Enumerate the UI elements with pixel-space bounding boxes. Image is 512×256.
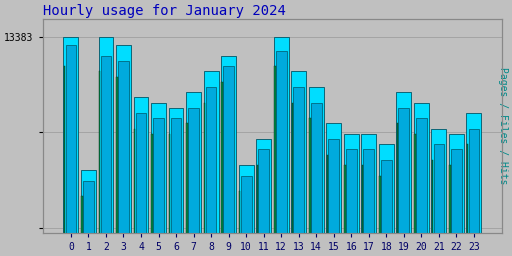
Bar <box>416 118 426 256</box>
Bar <box>63 37 78 256</box>
Bar <box>204 103 205 256</box>
Bar <box>467 144 468 256</box>
Bar <box>99 71 100 256</box>
Bar <box>432 160 433 256</box>
Bar <box>361 134 376 256</box>
Bar <box>169 134 170 256</box>
Bar <box>434 144 444 256</box>
Bar <box>274 66 275 256</box>
Bar <box>66 45 76 256</box>
Bar <box>449 165 451 256</box>
Bar <box>379 176 380 256</box>
Bar <box>170 118 181 256</box>
Bar <box>188 108 199 256</box>
Bar <box>309 87 324 256</box>
Bar <box>118 61 129 256</box>
Bar <box>414 134 416 256</box>
Bar <box>468 129 479 256</box>
Bar <box>81 170 96 256</box>
Bar <box>136 113 146 256</box>
Bar <box>326 123 341 256</box>
Bar <box>466 113 481 256</box>
Bar <box>328 139 339 256</box>
Bar <box>98 37 113 256</box>
Bar <box>449 134 464 256</box>
Bar <box>134 129 135 256</box>
Bar <box>206 87 217 256</box>
Bar <box>100 56 111 256</box>
Bar <box>239 191 241 256</box>
Y-axis label: Pages / Files / Hits: Pages / Files / Hits <box>498 67 508 185</box>
Bar <box>397 123 398 256</box>
Bar <box>134 98 148 256</box>
Bar <box>116 77 118 256</box>
Bar <box>274 37 289 256</box>
Bar <box>256 139 271 256</box>
Bar <box>291 71 306 256</box>
Bar <box>186 92 201 256</box>
Bar <box>432 129 446 256</box>
Bar <box>361 165 363 256</box>
Bar <box>344 165 346 256</box>
Text: Hourly usage for January 2024: Hourly usage for January 2024 <box>42 4 286 18</box>
Bar <box>151 103 166 256</box>
Bar <box>344 134 359 256</box>
Bar <box>204 71 219 256</box>
Bar <box>451 150 462 256</box>
Bar <box>346 150 357 256</box>
Bar <box>152 134 153 256</box>
Bar <box>168 108 183 256</box>
Bar <box>153 118 164 256</box>
Bar <box>381 160 392 256</box>
Bar <box>221 56 236 256</box>
Bar <box>396 92 411 256</box>
Bar <box>241 176 251 256</box>
Bar <box>364 150 374 256</box>
Bar <box>239 165 253 256</box>
Bar <box>64 66 65 256</box>
Bar <box>379 144 394 256</box>
Bar <box>276 51 287 256</box>
Bar <box>116 45 131 256</box>
Bar <box>258 150 269 256</box>
Bar <box>257 165 258 256</box>
Bar <box>293 87 304 256</box>
Bar <box>186 123 188 256</box>
Bar <box>291 103 293 256</box>
Bar <box>327 155 328 256</box>
Bar <box>81 196 83 256</box>
Bar <box>311 103 322 256</box>
Bar <box>398 108 409 256</box>
Bar <box>222 82 223 256</box>
Bar <box>223 66 234 256</box>
Bar <box>414 103 429 256</box>
Bar <box>83 181 94 256</box>
Bar <box>309 118 311 256</box>
